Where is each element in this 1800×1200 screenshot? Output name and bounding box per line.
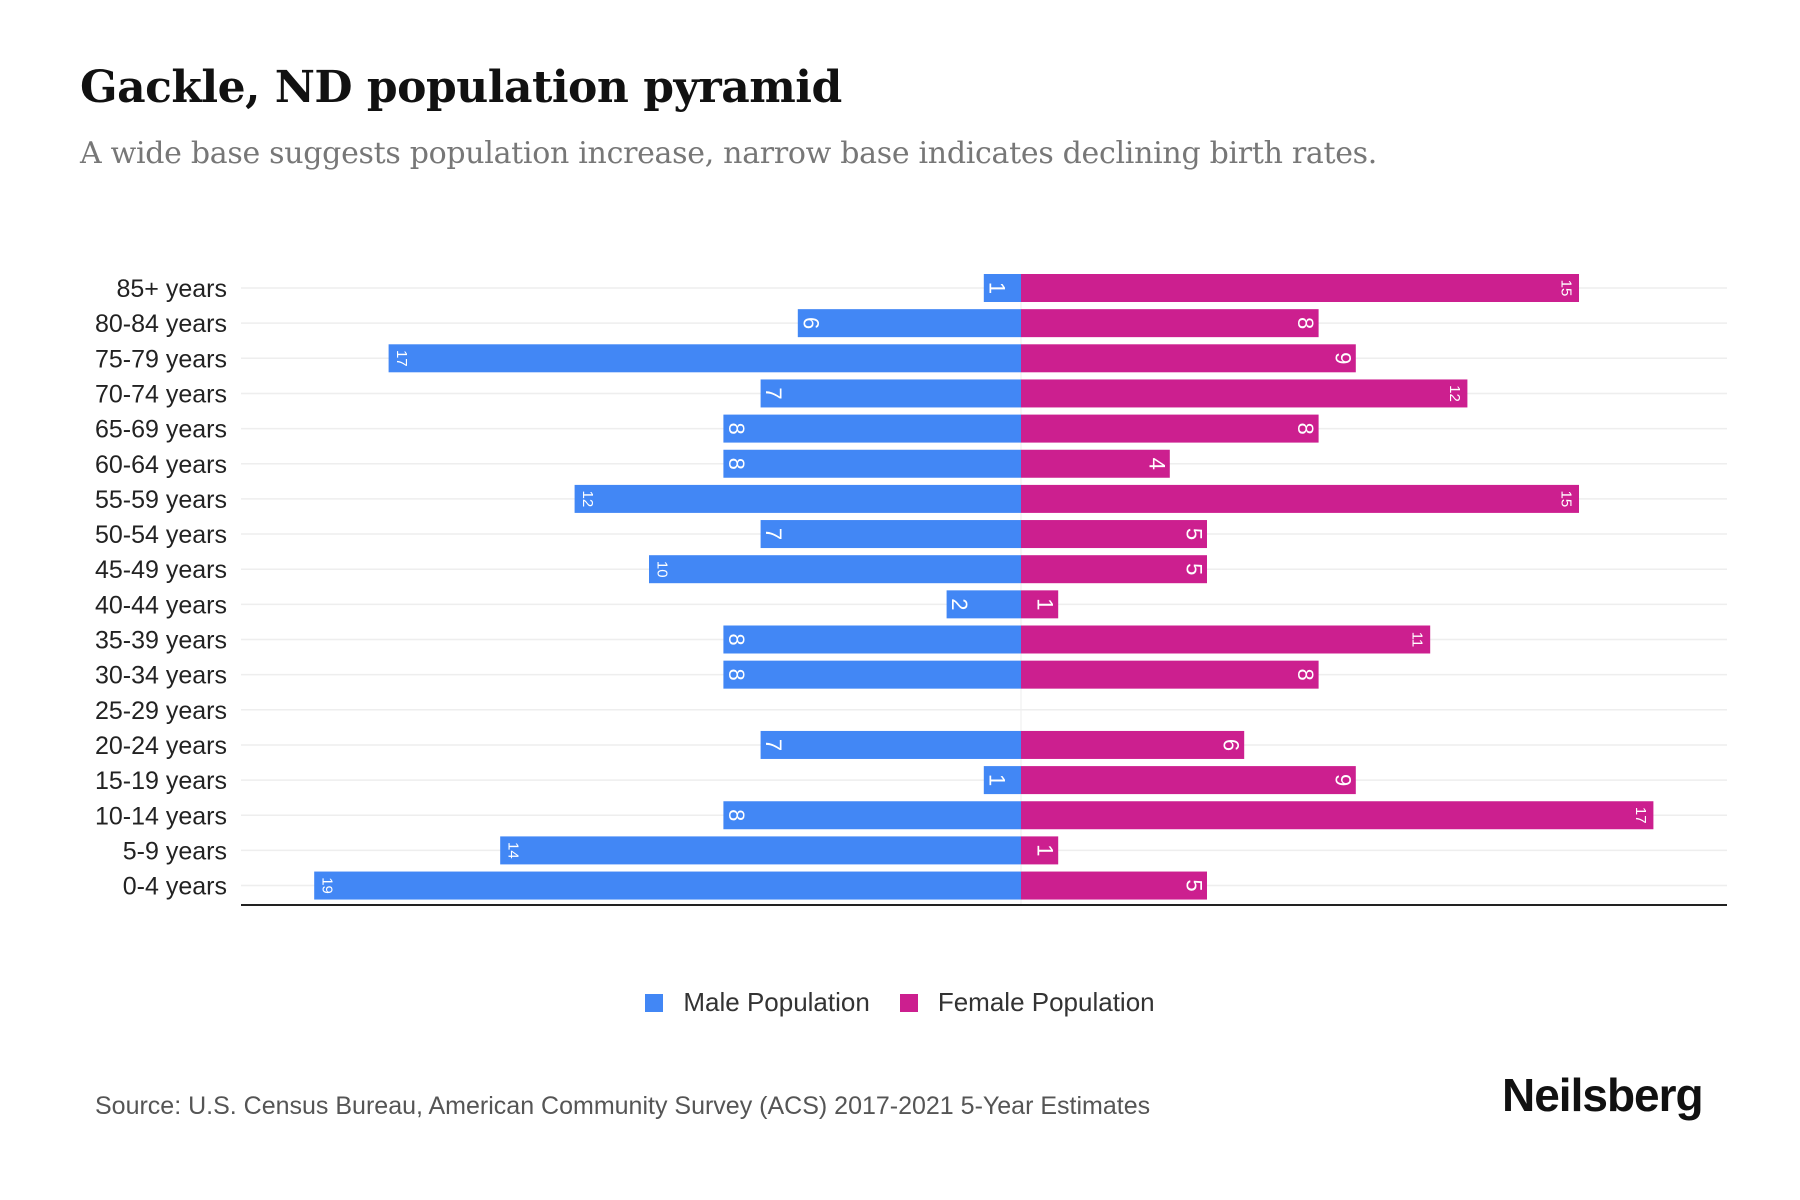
legend-swatch-female — [899, 993, 918, 1012]
female-data-label: 17 — [1632, 807, 1649, 824]
female-data-label: 1 — [1033, 844, 1058, 856]
female-data-label: 5 — [1182, 528, 1207, 540]
male-bar — [388, 344, 1022, 373]
male-data-label: 7 — [761, 387, 786, 399]
neilsberg-logo: Neilsberg — [1502, 1069, 1704, 1121]
female-bar — [1021, 801, 1654, 830]
y-tick-label: 85+ years — [117, 275, 228, 303]
female-bar — [1021, 625, 1431, 654]
chart-subtitle: A wide base suggests population increase… — [80, 136, 1377, 171]
male-bar — [946, 590, 1021, 619]
female-bar — [1021, 590, 1059, 619]
legend-swatch-male — [645, 993, 664, 1012]
female-bar — [1021, 555, 1207, 584]
male-data-label: 14 — [505, 842, 522, 859]
male-bar — [314, 871, 1021, 900]
female-data-label: 1 — [1033, 598, 1058, 610]
female-bar — [1021, 520, 1207, 549]
male-data-label: 7 — [761, 739, 786, 751]
y-tick-label: 70-74 years — [95, 380, 227, 408]
female-bar — [1021, 766, 1356, 795]
y-tick-label: 65-69 years — [95, 416, 227, 444]
male-data-label: 7 — [761, 528, 786, 540]
y-tick-label: 35-39 years — [95, 627, 227, 655]
male-bar — [723, 801, 1021, 830]
male-data-label: 8 — [724, 633, 749, 645]
female-data-label: 5 — [1182, 879, 1207, 891]
male-bar — [574, 484, 1021, 513]
y-tick-label: 55-59 years — [95, 486, 227, 514]
male-bar — [760, 379, 1021, 408]
male-data-label: 10 — [654, 561, 671, 578]
y-tick-label: 0-4 years — [123, 873, 227, 901]
male-bar — [723, 414, 1021, 443]
y-tick-label: 80-84 years — [95, 310, 227, 338]
y-tick-label: 40-44 years — [95, 591, 227, 619]
y-tick-label: 25-29 years — [95, 697, 227, 725]
male-data-label: 1 — [984, 774, 1009, 786]
male-data-label: 19 — [319, 877, 336, 894]
legend: Male Population Female Population — [0, 987, 1800, 1018]
male-data-label: 8 — [724, 422, 749, 434]
female-data-label: 4 — [1144, 458, 1169, 470]
male-bar — [723, 660, 1021, 689]
legend-label-female: Female Population — [937, 987, 1155, 1017]
female-data-label: 8 — [1293, 422, 1318, 434]
y-tick-label: 60-64 years — [95, 451, 227, 479]
female-bar — [1021, 274, 1579, 302]
female-data-label: 15 — [1558, 491, 1575, 508]
female-bar — [1021, 871, 1207, 900]
male-bar — [983, 274, 1021, 302]
female-bar — [1021, 660, 1319, 689]
male-data-label: 17 — [393, 350, 410, 367]
female-data-label: 9 — [1330, 352, 1355, 364]
female-data-label: 12 — [1446, 385, 1463, 402]
female-bar — [1021, 414, 1319, 443]
female-bar — [1021, 344, 1356, 373]
female-bar — [1021, 484, 1579, 513]
female-data-label: 8 — [1293, 317, 1318, 329]
female-data-label: 15 — [1558, 280, 1575, 297]
male-bar — [760, 730, 1021, 759]
legend-item-male: Male Population — [645, 987, 870, 1018]
female-bar — [1021, 379, 1468, 408]
female-bar — [1021, 449, 1170, 478]
legend-label-male: Male Population — [683, 987, 870, 1017]
y-tick-label: 45-49 years — [95, 556, 227, 584]
chart-title: Gackle, ND population pyramid — [80, 62, 842, 113]
legend-item-female: Female Population — [899, 987, 1155, 1018]
female-bar — [1021, 730, 1245, 759]
y-tick-label: 30-34 years — [95, 662, 227, 690]
male-data-label: 1 — [984, 282, 1009, 294]
male-bar — [760, 520, 1021, 549]
male-bar — [723, 625, 1021, 654]
y-tick-label: 10-14 years — [95, 802, 227, 830]
y-tick-label: 5-9 years — [123, 837, 227, 865]
male-data-label: 6 — [798, 317, 823, 329]
male-bar — [797, 309, 1021, 338]
female-data-label: 6 — [1219, 739, 1244, 751]
male-data-label: 8 — [724, 809, 749, 821]
male-data-label: 2 — [947, 598, 972, 610]
male-bar — [983, 766, 1021, 795]
y-tick-label: 15-19 years — [95, 767, 227, 795]
female-data-label: 8 — [1293, 669, 1318, 681]
female-data-label: 9 — [1330, 774, 1355, 786]
male-data-label: 8 — [724, 669, 749, 681]
y-tick-label: 50-54 years — [95, 521, 227, 549]
source-note: Source: U.S. Census Bureau, American Com… — [95, 1092, 1151, 1120]
female-bar — [1021, 309, 1319, 338]
y-tick-label: 75-79 years — [95, 345, 227, 373]
female-data-label: 5 — [1182, 563, 1207, 575]
female-data-label: 11 — [1409, 632, 1426, 648]
male-bar — [723, 449, 1021, 478]
male-bar — [500, 836, 1021, 865]
female-bar — [1021, 836, 1059, 865]
male-bar — [649, 555, 1021, 584]
male-data-label: 8 — [724, 458, 749, 470]
male-data-label: 12 — [579, 491, 596, 508]
y-tick-label: 20-24 years — [95, 732, 227, 760]
